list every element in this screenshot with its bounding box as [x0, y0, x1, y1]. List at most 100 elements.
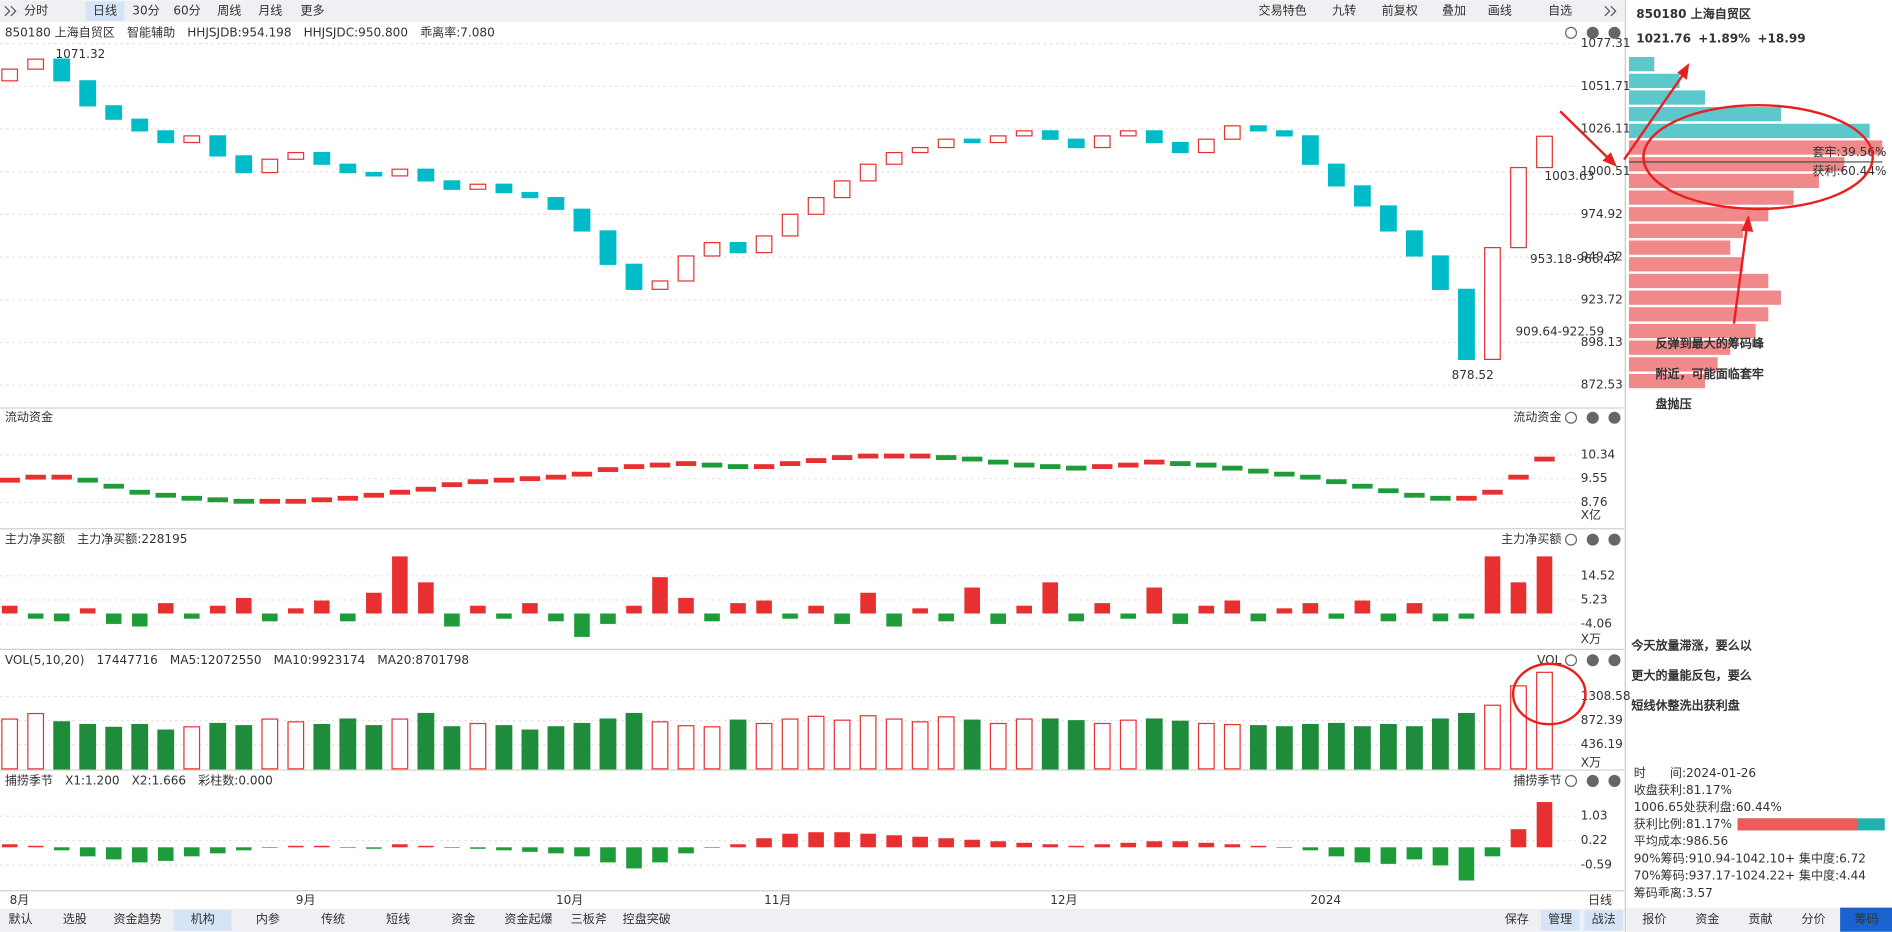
bottom-tab[interactable]: 资金趋势 — [113, 911, 161, 926]
candle — [807, 196, 825, 215]
bottom-tab[interactable]: 控盘突破 — [623, 911, 671, 926]
chip-bar — [1628, 323, 1756, 339]
annotation-text: 短线休整洗出获利盘 — [1631, 698, 1739, 713]
bottom-tab[interactable]: 内参 — [256, 911, 280, 926]
close-icon[interactable] — [1608, 533, 1621, 546]
bar — [548, 847, 564, 854]
close-icon[interactable] — [1608, 411, 1621, 424]
settings-icon[interactable] — [1565, 411, 1578, 424]
sidebar-tab[interactable]: 贡献 — [1748, 911, 1772, 926]
bottom-tab[interactable]: 传统 — [321, 911, 345, 926]
volume-bar — [287, 721, 305, 770]
volume-bar — [911, 721, 929, 770]
toolbar-button[interactable]: 30分 — [132, 4, 159, 18]
toolbar-button[interactable]: 九转 — [1332, 3, 1356, 18]
candle — [833, 180, 851, 199]
bar — [1198, 605, 1215, 614]
flow-step — [103, 483, 124, 489]
close-icon[interactable] — [1608, 26, 1621, 39]
bar — [782, 833, 798, 848]
candle — [1510, 166, 1527, 249]
help-icon[interactable] — [1586, 654, 1599, 667]
bar — [626, 847, 642, 869]
settings-icon[interactable] — [1565, 654, 1578, 667]
help-icon[interactable] — [1586, 411, 1599, 424]
flow-step — [1066, 465, 1087, 471]
bar — [1302, 603, 1319, 614]
collapse-icon[interactable] — [4, 5, 17, 17]
bar — [1068, 845, 1085, 848]
flow-step — [831, 455, 853, 460]
candle — [209, 135, 227, 157]
toolbar-button[interactable]: 交易特色 — [1259, 3, 1307, 18]
volume-bar — [1015, 718, 1033, 770]
settings-icon[interactable] — [1565, 774, 1578, 787]
toolbar-button[interactable]: 更多 — [300, 4, 324, 18]
annotation-text: 更大的量能反包，要么 — [1631, 667, 1751, 682]
toolbar-button[interactable]: 60分 — [173, 4, 200, 18]
bottom-tab[interactable]: 资金 — [451, 911, 475, 926]
bar — [1328, 847, 1345, 857]
sidebar-tab[interactable]: 报价 — [1642, 911, 1666, 926]
bottom-tab[interactable]: 默认 — [8, 911, 32, 926]
toolbar-button[interactable]: 自选 — [1548, 4, 1572, 18]
bottom-tab[interactable]: 机构 — [191, 911, 215, 926]
flow-step — [545, 474, 567, 480]
info-line: 筹码乖离:3.57 — [1634, 885, 1713, 900]
toolbar-button[interactable]: 日线 — [93, 4, 117, 18]
settings-icon[interactable] — [1565, 26, 1578, 39]
expand-icon[interactable] — [1604, 5, 1617, 17]
bottom-tab[interactable]: 选股 — [63, 912, 87, 926]
candle — [27, 58, 45, 70]
toolbar-button[interactable]: 分时 — [24, 4, 48, 18]
flow-step — [207, 497, 228, 503]
candle — [287, 151, 305, 160]
bar — [366, 847, 382, 849]
help-icon[interactable] — [1586, 26, 1599, 39]
bottom-tab[interactable]: 资金起爆 — [504, 911, 552, 926]
bar — [131, 613, 148, 627]
flow-step — [1456, 495, 1477, 501]
toolbar-button[interactable]: 周线 — [217, 4, 241, 18]
close-icon[interactable] — [1608, 774, 1621, 787]
flow-step — [701, 462, 723, 468]
candle — [911, 146, 929, 154]
bar — [235, 847, 252, 851]
bar — [183, 613, 200, 619]
bottom-tab[interactable]: 三板斧 — [571, 912, 607, 926]
toolbar-button[interactable]: 前复权 — [1382, 3, 1418, 18]
bottom-tab[interactable]: 管理 — [1548, 911, 1572, 926]
volume-bar — [339, 718, 357, 770]
bottom-bar — [0, 908, 1625, 932]
bottom-tab[interactable]: 保存 — [1505, 912, 1529, 926]
circle — [1642, 104, 1874, 211]
flow-step — [571, 471, 593, 477]
sidebar-tab[interactable]: 分价 — [1802, 912, 1826, 926]
bar — [288, 845, 304, 848]
help-icon[interactable] — [1586, 533, 1599, 546]
candle — [1301, 135, 1319, 165]
help-icon[interactable] — [1586, 774, 1599, 787]
bar — [261, 847, 278, 848]
close-icon[interactable] — [1608, 654, 1621, 667]
toolbar-button[interactable]: 画线 — [1488, 4, 1512, 18]
flow-step — [233, 498, 254, 504]
x-tick-label: 8月 — [10, 893, 30, 907]
candle — [1145, 130, 1163, 144]
settings-icon[interactable] — [1565, 533, 1578, 546]
toolbar-button[interactable]: 月线 — [258, 4, 282, 18]
volume-bar — [1249, 725, 1267, 770]
y-tick-label: 872.39 — [1581, 713, 1623, 727]
sidebar-tab[interactable]: 资金 — [1695, 911, 1719, 926]
toolbar-button[interactable]: 叠加 — [1442, 4, 1466, 18]
candle — [885, 151, 903, 165]
flow-step — [753, 464, 775, 470]
candle — [235, 155, 253, 174]
bottom-tab[interactable]: 战法 — [1592, 912, 1616, 926]
bottom-tab[interactable]: 短线 — [386, 912, 410, 926]
candle — [1379, 205, 1397, 232]
bar — [209, 847, 226, 854]
sidebar-tab[interactable]: 筹码 — [1855, 912, 1879, 926]
bar — [105, 613, 122, 624]
y-tick-label: -0.59 — [1581, 858, 1612, 872]
